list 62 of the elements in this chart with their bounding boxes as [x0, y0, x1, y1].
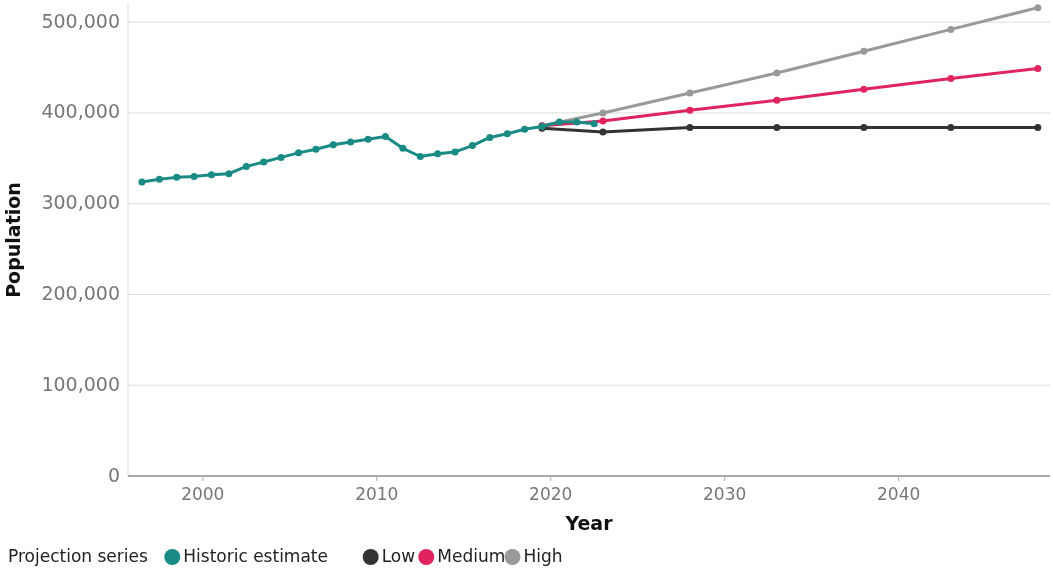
point	[860, 123, 868, 131]
legend-title: Projection series	[8, 546, 148, 566]
point	[277, 153, 285, 161]
point	[190, 172, 198, 180]
legend-label: Low	[381, 546, 416, 566]
point	[155, 175, 163, 183]
y-tick-label: 0	[107, 463, 120, 486]
point	[686, 123, 694, 131]
point	[381, 133, 389, 141]
point	[947, 25, 955, 33]
point	[773, 96, 781, 104]
y-tick-label: 200,000	[41, 281, 120, 304]
point	[503, 130, 511, 138]
x-axis-title: Year	[564, 512, 614, 534]
point	[860, 85, 868, 93]
point	[364, 135, 372, 143]
point	[1034, 4, 1042, 12]
legend-label: Historic estimate	[183, 546, 328, 566]
y-tick-label: 300,000	[41, 191, 120, 214]
x-tick-label: 2020	[529, 484, 573, 504]
x-tick-label: 2010	[355, 484, 399, 504]
point	[947, 123, 955, 131]
y-tick-label: 100,000	[41, 372, 120, 395]
legend-label: High	[523, 546, 563, 566]
point	[294, 149, 302, 157]
point	[773, 69, 781, 77]
point	[486, 133, 494, 141]
point	[947, 74, 955, 82]
point	[260, 158, 268, 166]
point	[329, 141, 337, 149]
point	[686, 89, 694, 97]
point	[773, 123, 781, 131]
point	[173, 173, 181, 181]
point	[599, 128, 607, 136]
point	[599, 109, 607, 117]
point	[1034, 123, 1042, 131]
point	[468, 142, 476, 150]
point	[312, 145, 320, 153]
point	[686, 106, 694, 114]
x-tick-label: 2000	[181, 484, 225, 504]
y-tick-label: 500,000	[41, 9, 120, 32]
legend-label: Medium	[437, 546, 506, 566]
point	[416, 152, 424, 160]
point	[208, 171, 215, 179]
point	[451, 148, 459, 156]
x-tick-label: 2030	[703, 484, 747, 504]
point	[242, 162, 250, 170]
point	[225, 170, 233, 178]
point	[599, 117, 607, 125]
point	[1034, 64, 1042, 72]
point	[573, 118, 581, 126]
y-tick-label: 400,000	[41, 100, 120, 123]
point	[521, 125, 529, 133]
x-tick-label: 2040	[877, 484, 921, 504]
point	[434, 150, 442, 158]
point	[347, 138, 355, 146]
point	[555, 118, 563, 126]
point	[138, 178, 146, 186]
point	[399, 144, 407, 152]
point	[590, 120, 598, 128]
y-axis-title: Population	[2, 182, 24, 298]
point	[860, 47, 868, 55]
